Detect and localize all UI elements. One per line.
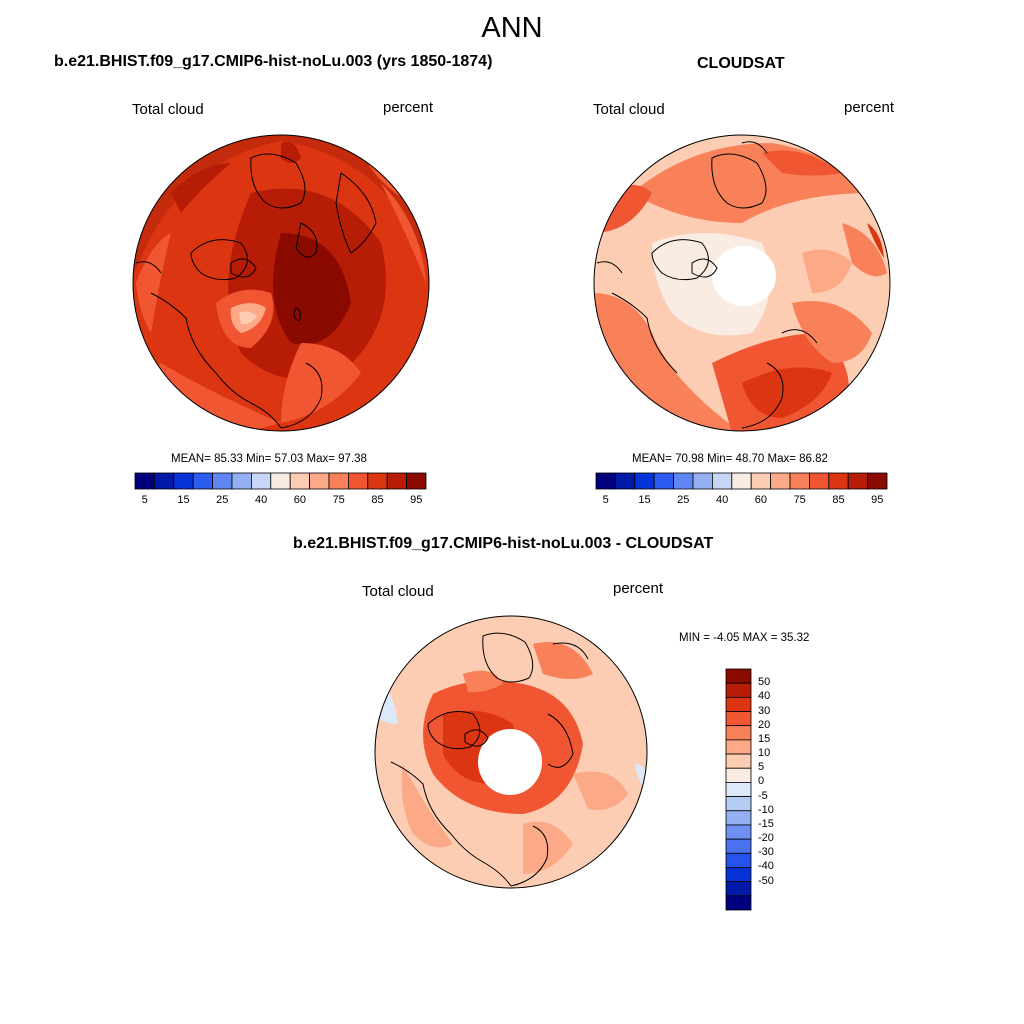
colorbar-tick-label: 15	[177, 494, 190, 506]
model-panel-title: b.e21.BHIST.f09_g17.CMIP6-hist-noLu.003 …	[54, 53, 493, 70]
model-colorbar	[134, 472, 427, 490]
colorbar-swatch	[725, 852, 752, 868]
diff-polar-map	[374, 615, 648, 889]
obs-units-label: percent	[844, 99, 895, 116]
colorbar-swatch	[212, 472, 233, 490]
colorbar-tick-label: 25	[677, 494, 690, 506]
colorbar-tick-label: 95	[410, 494, 423, 506]
obs-variable-label: Total cloud	[593, 101, 665, 118]
colorbar-swatch	[847, 472, 868, 490]
colorbar-swatch	[725, 753, 752, 769]
obs-polar-map	[593, 134, 891, 432]
colorbar-swatch	[712, 472, 733, 490]
colorbar-swatch	[634, 472, 655, 490]
figure-title: ANN	[481, 12, 543, 44]
colorbar-tick-label: 75	[332, 494, 345, 506]
colorbar-tick-label: 25	[216, 494, 229, 506]
colorbar-tick-label: 40	[715, 494, 729, 506]
colorbar-swatch	[725, 767, 752, 783]
colorbar-tick-label: 40	[758, 690, 771, 703]
colorbar-tick-label: -50	[758, 874, 774, 887]
colorbar-swatch	[614, 472, 636, 490]
colorbar-tick-label: 10	[758, 747, 771, 760]
colorbar-swatch	[725, 810, 752, 826]
colorbar-tick-label: 85	[371, 494, 384, 506]
colorbar-swatch	[725, 682, 752, 698]
colorbar-swatch	[251, 472, 272, 490]
colorbar-swatch	[770, 472, 791, 490]
colorbar-swatch	[134, 472, 155, 490]
colorbar-swatch	[153, 472, 175, 490]
colorbar-swatch	[725, 867, 752, 883]
colorbar-tick-label: -30	[758, 846, 774, 859]
colorbar-swatch	[789, 472, 810, 490]
colorbar-swatch	[867, 472, 888, 490]
colorbar-tick-label: -40	[758, 860, 774, 873]
colorbar-swatch	[673, 472, 694, 490]
colorbar-swatch	[231, 472, 252, 490]
diff-colorbar	[725, 668, 752, 911]
diff-stats: MIN = -4.05 MAX = 35.32	[679, 632, 810, 644]
colorbar-tick-label: 20	[758, 718, 771, 731]
colorbar-tick-label: 60	[293, 494, 307, 506]
colorbar-swatch	[725, 711, 752, 727]
obs-stats: MEAN= 70.98 Min= 48.70 Max= 86.82	[632, 453, 828, 465]
obs-panel-title: CLOUDSAT	[697, 55, 785, 72]
colorbar-swatch	[750, 472, 771, 490]
colorbar-swatch	[173, 472, 194, 490]
colorbar-swatch	[653, 472, 675, 490]
colorbar-swatch	[192, 472, 214, 490]
colorbar-tick-label: 30	[758, 704, 771, 717]
colorbar-swatch	[725, 824, 752, 840]
colorbar-swatch	[386, 472, 407, 490]
colorbar-swatch	[725, 696, 752, 712]
colorbar-swatch	[808, 472, 830, 490]
colorbar-tick-label: 5	[758, 761, 765, 774]
diff-panel-title: b.e21.BHIST.f09_g17.CMIP6-hist-noLu.003 …	[293, 535, 714, 552]
obs-colorbar	[595, 472, 888, 490]
colorbar-tick-label: 15	[758, 732, 771, 745]
diff-units-label: percent	[613, 580, 664, 597]
colorbar-tick-label: 95	[871, 494, 884, 506]
colorbar-swatch	[731, 472, 752, 490]
colorbar-swatch	[270, 472, 291, 490]
colorbar-swatch	[309, 472, 330, 490]
colorbar-swatch	[347, 472, 369, 490]
colorbar-tick-label: 75	[793, 494, 806, 506]
colorbar-swatch	[367, 472, 388, 490]
colorbar-tick-label: 0	[758, 775, 765, 788]
colorbar-swatch	[725, 796, 752, 812]
colorbar-swatch	[692, 472, 713, 490]
colorbar-tick-label: -15	[758, 817, 774, 830]
model-variable-label: Total cloud	[132, 101, 204, 118]
colorbar-tick-label: 50	[758, 676, 771, 689]
colorbar-swatch	[328, 472, 349, 490]
colorbar-swatch	[289, 472, 310, 490]
colorbar-tick-label: 5	[141, 494, 148, 506]
colorbar-tick-label: -5	[758, 789, 768, 802]
model-units-label: percent	[383, 99, 434, 116]
colorbar-swatch	[725, 782, 752, 797]
colorbar-swatch	[406, 472, 427, 490]
colorbar-swatch	[725, 895, 752, 911]
colorbar-tick-label: 85	[832, 494, 845, 506]
colorbar-tick-label: -20	[758, 832, 774, 845]
colorbar-swatch	[725, 881, 752, 897]
colorbar-swatch	[828, 472, 849, 490]
colorbar-tick-label: 40	[254, 494, 268, 506]
colorbar-tick-label: 15	[638, 494, 651, 506]
colorbar-tick-label: 60	[754, 494, 768, 506]
colorbar-swatch	[725, 668, 752, 684]
colorbar-swatch	[595, 472, 616, 490]
colorbar-swatch	[725, 725, 752, 741]
colorbar-swatch	[725, 838, 752, 854]
colorbar-tick-label: 5	[602, 494, 609, 506]
diff-variable-label: Total cloud	[362, 583, 434, 600]
colorbar-tick-label: -10	[758, 803, 774, 816]
model-stats: MEAN= 85.33 Min= 57.03 Max= 97.38	[171, 453, 367, 465]
colorbar-swatch	[725, 739, 752, 755]
model-polar-map	[132, 134, 430, 432]
